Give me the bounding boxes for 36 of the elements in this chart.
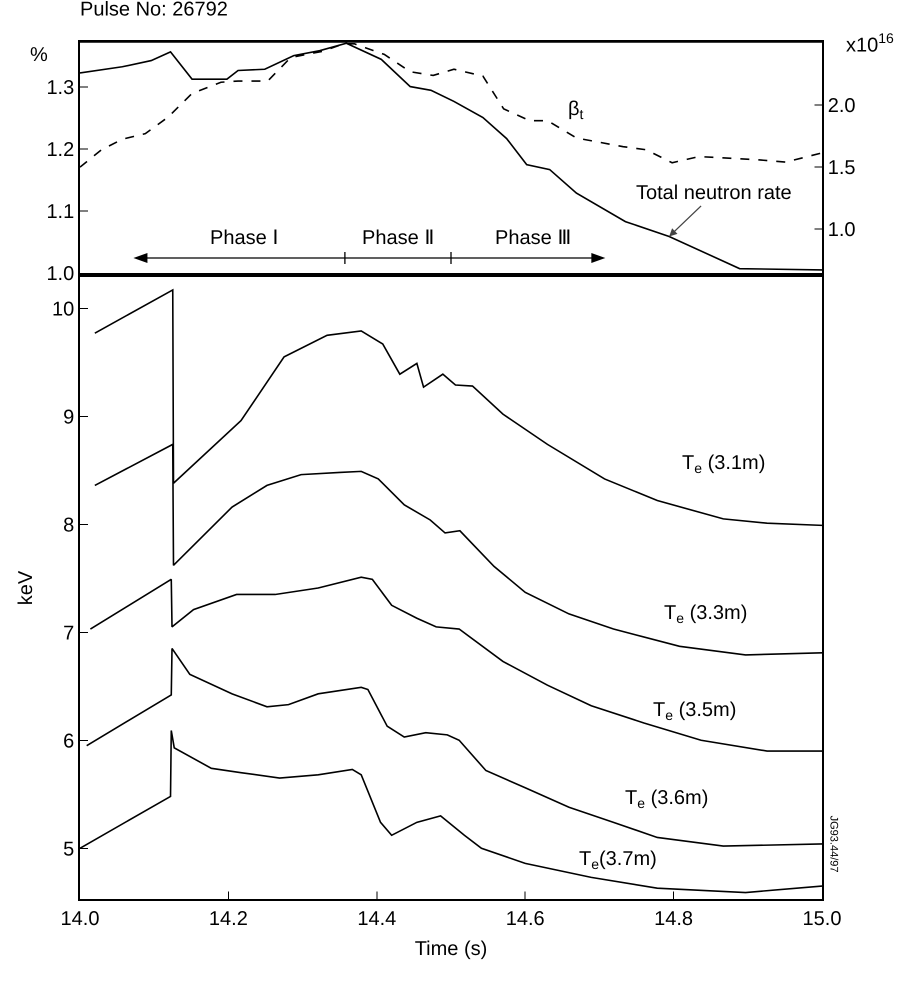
x-tick-label: 14.2 — [208, 908, 248, 930]
y-tick-label: 9 — [63, 406, 74, 428]
series-label: T$_{e}$ (3.1m) — [682, 452, 766, 476]
y-axis-title: keV — [15, 570, 37, 606]
y2-tick-label: 1.0 — [828, 219, 856, 242]
series-label: T$_{e}$ (3.3m) — [664, 602, 748, 626]
y-tick-label: 6 — [63, 730, 74, 752]
y2-tick-label: 1.5 — [828, 157, 856, 180]
x-axis-title: Time (s) — [414, 938, 488, 960]
annotation: Phase Ⅰ — [210, 227, 278, 249]
series-label: T$_{e}$(3.7m) — [579, 848, 657, 872]
y2-axis-title: x10$^{16}$ — [846, 30, 894, 56]
x-tick-label: 15.0 — [802, 908, 842, 930]
series-label: T$_{e}$ (3.5m) — [653, 699, 736, 724]
series-label: β$_{t}$ — [568, 98, 584, 122]
y-tick-label: 10 — [52, 298, 74, 320]
y-tick-label: 1.1 — [46, 201, 74, 224]
y2-tick-label: 2.0 — [828, 95, 856, 118]
y-tick-label: 1.2 — [46, 139, 74, 162]
x-tick-label: 14.6 — [506, 908, 545, 930]
series-label: Total neutron rate — [636, 182, 792, 204]
y-tick-label: 5 — [63, 838, 74, 860]
chart-title: Pulse No: 26792 — [80, 0, 228, 20]
annotation: Phase Ⅱ — [362, 227, 434, 249]
annotation: Phase Ⅲ — [495, 227, 572, 249]
y-tick-label: 7 — [63, 622, 74, 644]
y-tick-label: 1.3 — [46, 77, 74, 100]
x-tick-label: 14.0 — [60, 908, 100, 930]
y-axis-title: % — [30, 44, 48, 66]
line-series — [80, 42, 822, 271]
x-tick-label: 14.8 — [654, 908, 694, 930]
series-label: T$_{e}$ (3.6m) — [625, 787, 708, 812]
y-tick-label: 1.0 — [46, 263, 74, 285]
text: JG93.44/97 — [828, 816, 840, 872]
x-tick-label: 14.4 — [357, 908, 396, 930]
y-tick-label: 8 — [63, 514, 74, 536]
